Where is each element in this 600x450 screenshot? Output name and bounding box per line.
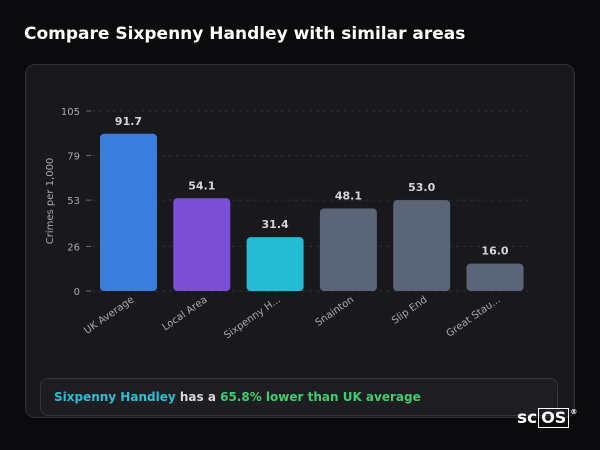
y-tick-label-3: 79 <box>67 152 80 163</box>
x-tick-label-5: Great Stau... <box>445 294 503 339</box>
scos-logo: sc OS ® <box>517 408 577 428</box>
y-tick-label-1: 26 <box>67 242 80 253</box>
summary-box: Sixpenny Handley has a 65.8% lower than … <box>40 378 558 416</box>
y-axis-label: Crimes per 1,000 <box>45 158 56 245</box>
bar-value-label-3: 48.1 <box>335 190 362 203</box>
bar-3 <box>319 208 377 291</box>
bar-value-label-2: 31.4 <box>262 218 289 231</box>
x-tick-label-0: UK Average <box>82 294 136 336</box>
summary-text: has a <box>179 390 216 404</box>
y-tick-label-0: 0 <box>74 287 80 298</box>
page-title: Compare Sixpenny Handley with similar ar… <box>24 24 466 44</box>
summary-stat: 65.8% lower than UK average <box>220 390 421 404</box>
summary-area-name: Sixpenny Handley <box>54 390 176 404</box>
bar-2 <box>246 237 304 291</box>
y-tick-label-2: 53 <box>67 196 80 207</box>
logo-sc: sc <box>517 408 538 428</box>
y-tick-label-4: 105 <box>61 107 80 118</box>
x-tick-label-4: Slip End <box>390 294 429 326</box>
logo-registered-mark: ® <box>570 408 578 416</box>
x-tick-label-3: Snainton <box>314 294 357 328</box>
bar-4 <box>393 200 451 291</box>
bar-value-label-5: 16.0 <box>481 245 508 258</box>
bar-0 <box>100 133 157 291</box>
x-tick-label-2: Sixpenny H... <box>222 294 283 341</box>
bar-value-label-4: 53.0 <box>408 181 435 194</box>
logo-os: OS <box>538 408 570 428</box>
x-tick-label-1: Local Area <box>161 294 210 333</box>
bar-value-label-0: 91.7 <box>115 115 142 128</box>
bar-value-label-1: 54.1 <box>188 179 215 192</box>
bar-1 <box>173 198 231 291</box>
bar-5 <box>466 263 524 291</box>
